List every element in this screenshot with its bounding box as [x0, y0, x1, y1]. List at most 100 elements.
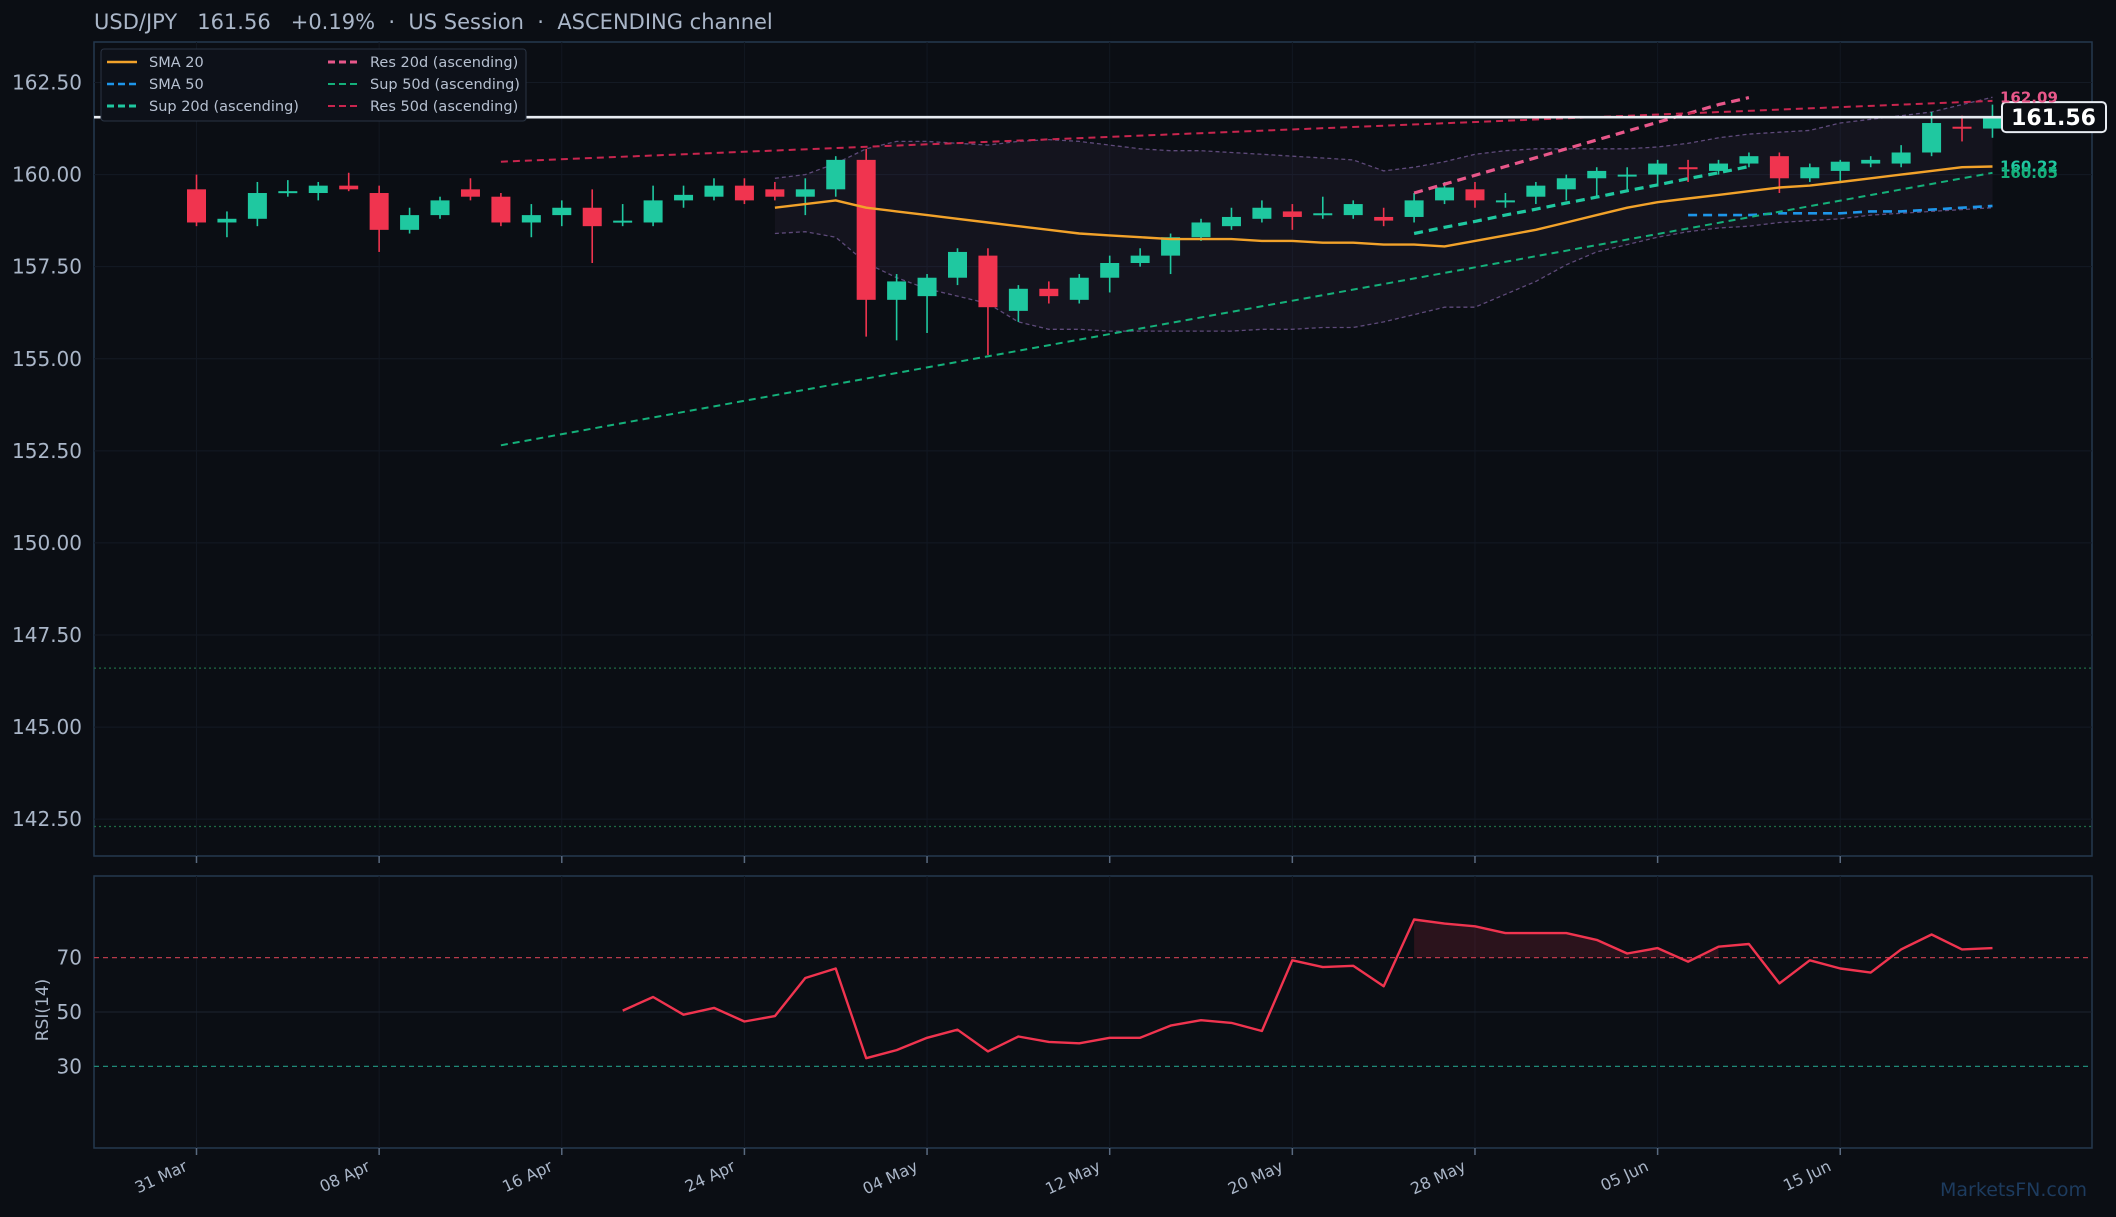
- candle-body: [217, 218, 237, 223]
- candle: [460, 178, 480, 201]
- candle-body: [613, 220, 633, 223]
- candle: [856, 148, 876, 337]
- legend-label: SMA 20: [149, 55, 204, 71]
- series-line-sup-50d-ascending-: [500, 171, 1993, 447]
- candle-body: [278, 191, 298, 194]
- candle-body: [1830, 161, 1850, 171]
- candle-body: [1648, 163, 1668, 175]
- series-line-sma-50: [1688, 204, 1993, 217]
- candle: [1039, 281, 1059, 304]
- x-tick-label: 04 May: [860, 1156, 921, 1198]
- candle-body: [582, 207, 602, 227]
- legend-label: Sup 50d (ascending): [370, 77, 520, 93]
- candle: [1526, 181, 1546, 205]
- last-price-tag: 161.56: [2001, 101, 2107, 134]
- candle-body: [1100, 262, 1120, 278]
- candle-body: [1861, 159, 1881, 164]
- y-tick-label: 157.50: [12, 255, 82, 279]
- candle: [948, 248, 967, 286]
- candle-body: [765, 189, 785, 197]
- candle-body: [948, 251, 967, 278]
- candle-body: [1008, 288, 1028, 311]
- channel-label: ASCENDING channel: [557, 10, 773, 34]
- end-value-label: 160.05: [2000, 164, 2058, 182]
- candle-body: [521, 215, 541, 223]
- candle-body: [1069, 277, 1089, 300]
- legend-box: [100, 48, 527, 122]
- candle: [1739, 152, 1759, 168]
- band-upper-line: [774, 96, 1993, 179]
- x-tick-label: 12 May: [1042, 1156, 1103, 1198]
- last-price-tag-box: [2001, 101, 2107, 134]
- candle: [491, 193, 511, 227]
- candle: [339, 172, 359, 192]
- candle-body: [1221, 216, 1241, 227]
- candle-body: [856, 159, 876, 300]
- candle: [1891, 145, 1911, 168]
- candle-body: [1769, 156, 1789, 179]
- rsi-y-tick-label: 70: [57, 946, 82, 970]
- candle-body: [1404, 200, 1424, 217]
- candle: [1100, 255, 1120, 293]
- candle-body: [308, 185, 328, 194]
- candle-body: [795, 189, 815, 197]
- x-tick-label: 16 Apr: [499, 1156, 556, 1196]
- candle: [552, 200, 572, 227]
- candle-body: [734, 185, 754, 201]
- candle: [1404, 193, 1424, 223]
- candle: [1313, 196, 1333, 219]
- rsi-y-tick-label: 50: [57, 1000, 82, 1024]
- candle-body: [826, 159, 846, 190]
- candle-body: [1039, 288, 1059, 297]
- series-line-sma-20: [774, 165, 1993, 248]
- chart-header: USD/JPY 161.56 +0.19% · US Session · ASC…: [94, 10, 773, 34]
- x-tick-label: 28 May: [1408, 1156, 1469, 1198]
- candle-body: [674, 194, 694, 201]
- candle: [1587, 167, 1607, 197]
- x-tick-label: 31 Mar: [132, 1156, 191, 1197]
- candle-body: [887, 281, 907, 300]
- candle-body: [552, 207, 572, 216]
- candle: [1830, 159, 1850, 182]
- candle: [1709, 159, 1728, 175]
- rsi-line: [622, 918, 1993, 1060]
- candle: [430, 196, 450, 219]
- y-tick-label: 145.00: [12, 715, 82, 739]
- series-line-sup-20d-ascending-: [1413, 164, 1750, 236]
- candle-body: [1891, 152, 1911, 164]
- candle: [887, 274, 907, 341]
- candle: [1495, 193, 1515, 208]
- candle-body: [1161, 237, 1181, 256]
- candle-body: [491, 196, 511, 223]
- candle-body: [1587, 170, 1607, 179]
- symbol-label: USD/JPY: [94, 10, 178, 34]
- candle-body: [430, 200, 450, 216]
- candle-body: [1526, 185, 1546, 197]
- x-tick-label: 15 Jun: [1780, 1156, 1834, 1195]
- y-tick-label: 162.50: [12, 71, 82, 95]
- candle-body: [1465, 189, 1485, 201]
- candle-body: [917, 277, 937, 297]
- candle: [1800, 163, 1820, 182]
- candle: [643, 185, 663, 227]
- candle-body: [1922, 123, 1942, 153]
- x-tick-label: 08 Apr: [317, 1156, 374, 1196]
- candle: [765, 181, 785, 201]
- candle: [521, 204, 541, 238]
- candle: [369, 185, 389, 252]
- candle: [1952, 115, 1972, 142]
- candle: [734, 178, 754, 205]
- candle: [795, 178, 815, 216]
- candle-body: [1282, 211, 1302, 217]
- candle: [1008, 285, 1028, 322]
- candle: [1191, 218, 1211, 241]
- candle-body: [460, 189, 480, 197]
- band-lower-line: [774, 207, 1993, 332]
- session-label: US Session: [408, 10, 524, 34]
- candle: [308, 181, 328, 201]
- rsi-axis-label: RSI(14): [33, 979, 53, 1042]
- candle: [1922, 111, 1942, 157]
- y-tick-label: 152.50: [12, 439, 82, 463]
- end-value-label: 160.22: [2000, 157, 2058, 175]
